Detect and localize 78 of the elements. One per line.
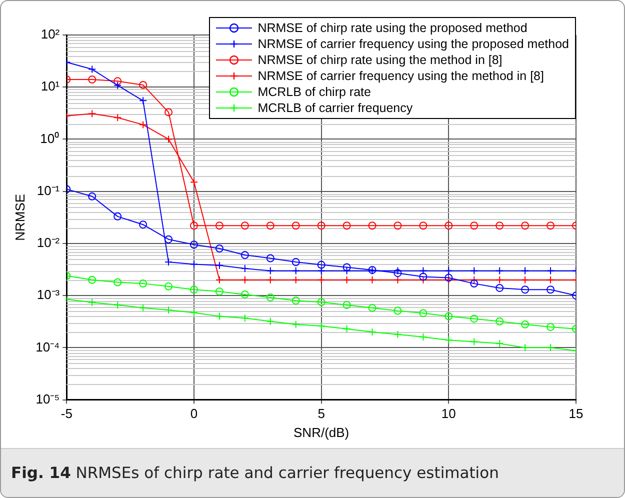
point xyxy=(521,286,530,294)
point xyxy=(394,222,402,230)
point xyxy=(215,244,224,253)
x-tick-label: 10 xyxy=(441,406,456,422)
point xyxy=(114,81,122,90)
x-tick-label: 0 xyxy=(190,406,198,422)
point xyxy=(114,278,122,286)
point xyxy=(546,286,555,294)
point xyxy=(266,293,274,302)
point xyxy=(292,258,300,266)
point xyxy=(114,212,122,220)
point xyxy=(88,76,96,84)
point xyxy=(419,309,428,318)
point xyxy=(190,240,198,249)
point xyxy=(368,304,376,312)
y-tick-label: 10² xyxy=(40,26,60,42)
point xyxy=(164,108,173,116)
point xyxy=(164,235,173,244)
point xyxy=(342,300,351,309)
point xyxy=(266,222,274,230)
point xyxy=(444,222,453,230)
point xyxy=(190,286,198,294)
y-tick-label: 10⁻⁴ xyxy=(36,339,60,354)
point xyxy=(342,222,351,230)
point xyxy=(292,222,300,230)
y-axis-title: NRMSE xyxy=(12,194,28,241)
point xyxy=(292,296,300,305)
point xyxy=(317,298,326,306)
legend-label: MCRLB of carrier frequency xyxy=(258,100,413,116)
point xyxy=(419,222,428,230)
point xyxy=(342,263,351,272)
point xyxy=(546,222,555,230)
point xyxy=(240,222,249,230)
point xyxy=(470,222,478,230)
point xyxy=(215,287,224,296)
x-tick-label: 15 xyxy=(568,406,584,422)
point xyxy=(139,280,148,288)
point xyxy=(496,317,504,326)
point xyxy=(470,280,478,288)
point xyxy=(394,306,402,315)
point xyxy=(419,272,428,281)
point xyxy=(444,312,453,320)
caption: Fig. 14 NRMSEs of chirp rate and carrier frequency estimation xyxy=(11,464,499,482)
legend-label: NRMSE of chirp rate using the proposed method xyxy=(258,20,528,36)
point xyxy=(521,320,530,328)
point xyxy=(496,284,504,292)
point xyxy=(114,77,122,86)
point xyxy=(215,222,224,230)
y-tick-label: 10⁻² xyxy=(36,235,60,250)
x-tick-label: -5 xyxy=(60,406,72,422)
x-tick-label: 5 xyxy=(318,406,325,422)
point xyxy=(521,222,530,230)
point xyxy=(546,322,555,331)
point xyxy=(240,251,249,260)
y-tick-label: 10⁻¹ xyxy=(36,182,60,198)
y-tick-label: 10⁰ xyxy=(40,130,60,146)
y-tick-label: 10¹ xyxy=(40,78,60,94)
point xyxy=(190,222,198,230)
legend-label: MCRLB of chirp rate xyxy=(258,84,371,100)
point xyxy=(470,314,478,323)
point xyxy=(496,222,504,230)
y-tick-label: 10⁻³ xyxy=(36,287,60,302)
point xyxy=(368,222,376,230)
point xyxy=(88,192,96,200)
point xyxy=(266,254,274,262)
y-tick-label: 10⁻⁵ xyxy=(36,391,60,406)
point xyxy=(88,276,96,284)
legend-label: NRMSE of carrier frequency using the method in [8] xyxy=(258,68,544,84)
point xyxy=(164,282,173,290)
point xyxy=(240,290,249,298)
point xyxy=(139,80,148,89)
point xyxy=(317,260,326,269)
x-axis-title: SNR/(dB) xyxy=(294,424,350,440)
point xyxy=(317,222,326,230)
point xyxy=(394,269,402,278)
legend-label: NRMSE of chirp rate using the method in [8] xyxy=(258,52,502,68)
legend-label: NRMSE of carrier frequency using the proposed method xyxy=(258,36,569,52)
point xyxy=(139,220,148,229)
